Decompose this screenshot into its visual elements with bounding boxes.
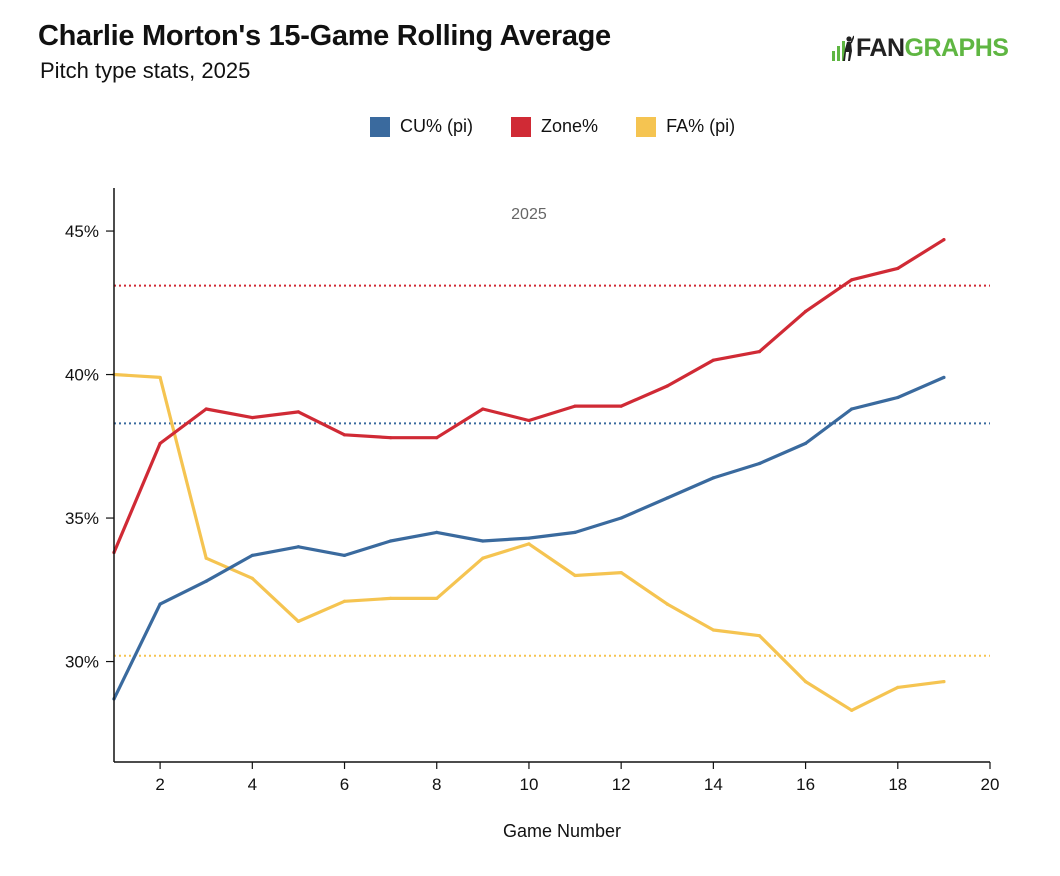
data-point[interactable] [481,539,485,543]
data-point[interactable] [342,433,347,437]
data-point[interactable] [896,266,900,270]
data-point[interactable] [204,579,208,583]
legend-label-zone: Zone% [541,116,599,136]
data-point[interactable] [757,461,762,466]
data-point[interactable] [158,375,162,380]
data-point[interactable] [250,553,254,557]
x-tick-label: 16 [796,775,815,794]
data-point[interactable] [850,708,854,712]
data-point[interactable] [296,619,301,623]
data-point[interactable] [389,596,393,601]
series-lines [112,238,946,712]
data-point[interactable] [665,496,669,500]
fangraphs-logo[interactable]: FAN GRAPHS [832,32,1009,64]
data-point[interactable] [619,570,623,575]
data-point[interactable] [803,441,808,446]
y-tick-label: 40% [65,366,99,385]
data-point[interactable] [389,539,393,543]
x-axis-title: Game Number [503,821,621,841]
data-point[interactable] [250,576,254,580]
chart-subtitle: Pitch type stats, 2025 [40,58,251,83]
data-point[interactable] [850,278,854,282]
data-point[interactable] [527,418,531,423]
data-point[interactable] [481,407,485,411]
data-point[interactable] [757,634,762,638]
series-points-0 [112,375,946,701]
x-tick-label: 10 [519,775,538,794]
season-annotation: 2025 [511,206,547,223]
logo-text-fan: FAN [856,33,905,62]
data-point[interactable] [942,238,946,242]
data-point[interactable] [619,404,623,408]
data-point[interactable] [803,309,808,314]
data-point[interactable] [296,410,301,414]
data-point[interactable] [711,476,715,480]
data-point[interactable] [573,530,577,535]
chart-title: Charlie Morton's 15-Game Rolling Average [38,20,611,52]
data-point[interactable] [481,556,485,560]
data-point[interactable] [158,602,162,606]
data-point[interactable] [435,596,439,601]
data-point[interactable] [711,358,715,362]
series-line-1[interactable] [112,238,946,555]
chart-axes: 30% 35% 40% 45% 2 4 6 8 10 12 14 16 18 20 [65,188,999,794]
x-tick-label: 8 [432,775,441,794]
legend-swatch-zone [511,116,532,137]
data-point[interactable] [573,573,577,578]
x-tick-label: 18 [888,775,907,794]
data-point[interactable] [896,395,900,400]
legend-item-fa[interactable]: FA% (pi) [636,116,735,137]
legend-label-cu: CU% (pi) [400,116,474,136]
data-point[interactable] [389,436,393,440]
legend-swatch-fa [636,116,657,137]
fangraphs-batter-icon [832,35,854,61]
data-point[interactable] [619,516,623,520]
data-point[interactable] [573,404,577,408]
data-point[interactable] [250,416,254,420]
x-tick-label: 14 [704,775,723,794]
legend-item-zone[interactable]: Zone% [511,116,598,137]
logo-text-graphs: GRAPHS [904,33,1009,62]
legend-item-cu[interactable]: CU% (pi) [370,116,473,137]
legend-swatch-cu [370,116,390,137]
series-points-1 [112,238,946,555]
legend-label-fa: FA% (pi) [666,116,736,136]
chart-legend: CU% (pi) Zone% FA% (pi) [370,116,773,137]
average-reference-lines [114,284,990,657]
data-point[interactable] [896,685,900,689]
data-point[interactable] [665,384,669,388]
y-tick-label: 35% [65,509,99,528]
x-tick-label: 6 [340,775,349,794]
data-point[interactable] [942,680,946,684]
x-tick-label: 4 [248,775,257,794]
data-point[interactable] [527,536,531,540]
data-point[interactable] [803,680,808,684]
y-tick-label: 30% [65,653,99,672]
data-point[interactable] [204,407,208,411]
x-tick-label: 20 [981,775,1000,794]
data-point[interactable] [527,542,531,546]
data-point[interactable] [158,441,162,446]
data-point[interactable] [757,349,762,354]
data-point[interactable] [850,407,854,411]
data-point[interactable] [942,375,946,380]
data-point[interactable] [665,602,669,606]
data-point[interactable] [435,436,439,440]
x-tick-label: 2 [155,775,164,794]
y-tick-label: 45% [65,222,99,241]
data-point[interactable] [435,530,439,535]
data-point[interactable] [711,628,715,632]
data-point[interactable] [204,556,208,560]
data-point[interactable] [342,599,347,603]
data-point[interactable] [342,553,347,557]
data-point[interactable] [296,545,301,549]
x-tick-label: 12 [612,775,631,794]
